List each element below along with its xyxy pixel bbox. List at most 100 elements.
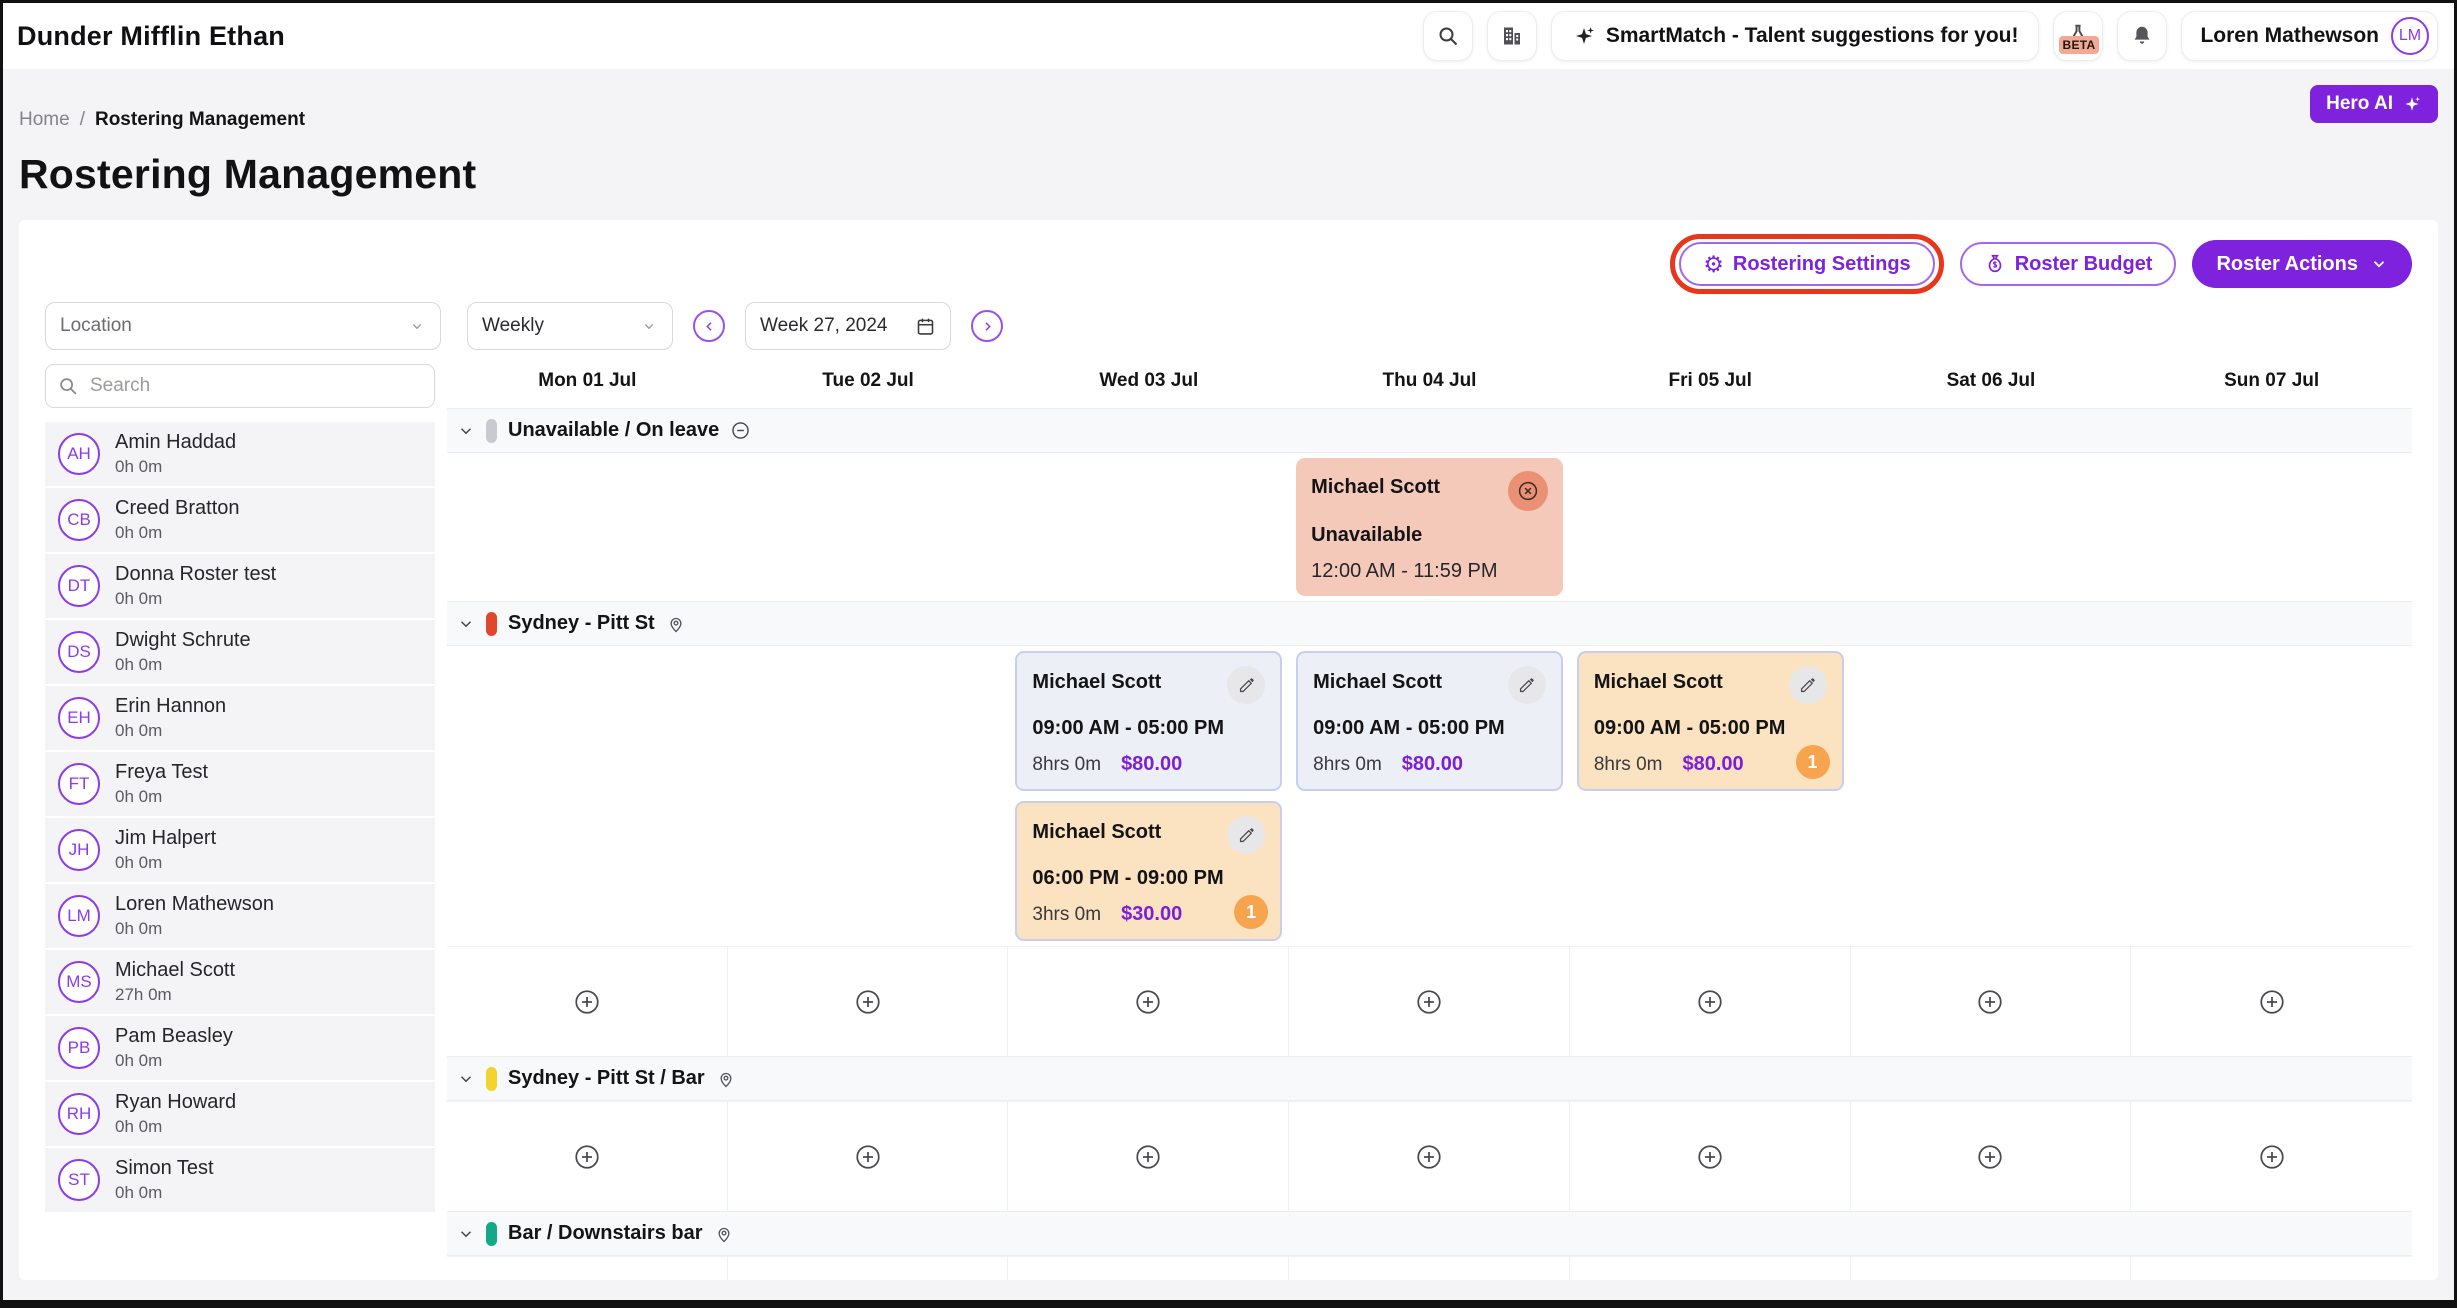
section-header-downstairs-bar[interactable]: Bar / Downstairs bar — [447, 1211, 2412, 1256]
add-shift-cell[interactable] — [728, 1102, 1009, 1211]
sparkle-icon — [2405, 96, 2421, 111]
add-shift-cell[interactable] — [1570, 1257, 1851, 1280]
chevron-down-icon — [644, 324, 654, 330]
add-shift-cell[interactable] — [1851, 947, 2132, 1056]
employee-hours: 0h 0m — [115, 589, 163, 608]
edit-shift-button[interactable] — [1788, 666, 1827, 704]
remove-leave-button[interactable] — [1507, 471, 1548, 511]
employee-row[interactable]: ST Simon Test 0h 0m — [45, 1148, 435, 1212]
previous-week-button[interactable] — [693, 310, 725, 342]
shift-cost: $30.00 — [1121, 903, 1183, 925]
hero-ai-button[interactable]: Hero AI — [2310, 85, 2438, 123]
view-mode-value: Weekly — [482, 315, 544, 336]
roster-budget-button[interactable]: Roster Budget — [1959, 242, 2177, 286]
plus-circle-icon — [1978, 1144, 2003, 1169]
labs-button[interactable]: BETA — [2053, 11, 2104, 61]
add-shift-cell[interactable] — [2131, 947, 2412, 1056]
roster-actions-button[interactable]: Roster Actions — [2192, 240, 2412, 288]
add-shift-cell[interactable] — [447, 1102, 728, 1211]
notifications-button[interactable] — [2117, 11, 2168, 61]
employee-row[interactable]: MS Michael Scott 27h 0m — [45, 950, 435, 1014]
search-input[interactable] — [45, 364, 435, 408]
employee-row[interactable]: DS Dwight Schrute 0h 0m — [45, 620, 435, 684]
chevron-down-icon — [460, 1075, 472, 1082]
add-shift-cell[interactable] — [1570, 947, 1851, 1056]
add-shift-cell[interactable] — [447, 1257, 728, 1280]
plus-circle-icon — [1698, 989, 1722, 1014]
section-header-unavailable[interactable]: Unavailable / On leave — [447, 408, 2412, 453]
employee-row[interactable]: EH Erin Hannon 0h 0m — [45, 686, 435, 750]
add-shift-cell[interactable] — [2131, 1102, 2412, 1211]
smartmatch-button[interactable]: SmartMatch - Talent suggestions for you! — [1550, 11, 2040, 61]
breadcrumb-home-link[interactable]: Home — [19, 109, 70, 130]
edit-shift-button[interactable] — [1227, 666, 1266, 704]
week-picker[interactable]: Week 27, 2024 — [745, 302, 951, 350]
shift-card[interactable]: Michael Scott 09:00 AM - 05:00 PM 8hrs 0… — [1576, 651, 1844, 791]
employee-row[interactable]: LM Loren Mathewson 0h 0m — [45, 884, 435, 948]
edit-shift-button[interactable] — [1507, 666, 1546, 704]
shift-name: Michael Scott — [1593, 671, 1723, 693]
calendar-icon — [917, 318, 934, 335]
plus-circle-icon — [2260, 1144, 2284, 1169]
user-name: Loren Mathewson — [2200, 24, 2379, 47]
leave-card[interactable]: Michael Scott Unavailable 12:00 AM - 11:… — [1296, 458, 1563, 596]
add-shift-cell[interactable] — [1570, 1102, 1851, 1211]
day-header: Fri 05 Jul — [1668, 370, 1752, 391]
location-select[interactable]: Location — [45, 302, 441, 350]
employee-row[interactable]: JH Jim Halpert 0h 0m — [45, 818, 435, 882]
shift-time: 06:00 PM - 09:00 PM — [1032, 867, 1224, 889]
employee-row[interactable]: AH Amin Haddad 0h 0m — [45, 422, 435, 486]
roster-main: AH Amin Haddad 0h 0m CB Creed Bratton 0h 0… — [45, 364, 2412, 1280]
plus-circle-icon — [575, 989, 599, 1014]
section-color-pill — [486, 1221, 497, 1246]
next-week-button[interactable] — [971, 310, 1003, 342]
employee-avatar: FT — [58, 763, 100, 805]
employee-row[interactable]: FT Freya Test 0h 0m — [45, 752, 435, 816]
section-header-pitt-st[interactable]: Sydney - Pitt St — [447, 601, 2412, 646]
add-shift-cell[interactable] — [1008, 1257, 1290, 1280]
employee-name: Loren Mathewson — [115, 893, 274, 915]
add-shift-cell[interactable] — [728, 1257, 1009, 1280]
edit-shift-button[interactable] — [1227, 816, 1266, 854]
add-shift-cell[interactable] — [1289, 947, 1570, 1056]
employee-avatar: LM — [58, 895, 100, 937]
add-shift-cell[interactable] — [728, 947, 1009, 1056]
shift-duration: 8hrs 0m — [1593, 753, 1663, 775]
rostering-settings-button[interactable]: ⚙ Rostering Settings — [1679, 242, 1935, 286]
user-menu[interactable]: Loren Mathewson LM — [2181, 11, 2438, 61]
employee-name: Creed Bratton — [115, 497, 240, 519]
add-shift-cell[interactable] — [1008, 1102, 1290, 1211]
shift-card[interactable]: Michael Scott 06:00 PM - 09:00 PM 3hrs 0… — [1015, 801, 1283, 941]
employee-row[interactable]: PB Pam Beasley 0h 0m — [45, 1016, 435, 1080]
plus-circle-icon — [1978, 989, 2003, 1014]
add-shift-row — [447, 946, 2412, 1056]
shift-card[interactable]: Michael Scott 09:00 AM - 05:00 PM 8hrs 0… — [1296, 651, 1563, 791]
plus-circle-icon — [855, 989, 880, 1014]
employee-name: Ryan Howard — [115, 1091, 237, 1113]
day-header: Thu 04 Jul — [1382, 370, 1477, 391]
add-shift-cell[interactable] — [1289, 1102, 1570, 1211]
add-shift-cell[interactable] — [1851, 1102, 2132, 1211]
employee-hours: 0h 0m — [115, 853, 163, 872]
employee-row[interactable]: RH Ryan Howard 0h 0m — [45, 1082, 435, 1146]
day-header: Sun 07 Jul — [2224, 370, 2320, 391]
beta-badge: BETA — [2058, 36, 2100, 54]
view-mode-select[interactable]: Weekly — [467, 302, 673, 350]
add-shift-cell[interactable] — [1851, 1257, 2132, 1280]
organization-button[interactable] — [1486, 11, 1537, 61]
employee-row[interactable]: CB Creed Bratton 0h 0m — [45, 488, 435, 552]
shift-card[interactable]: Michael Scott 09:00 AM - 05:00 PM 8hrs 0… — [1015, 651, 1283, 791]
employee-avatar: DT — [58, 565, 100, 607]
add-shift-cell[interactable] — [447, 947, 728, 1056]
add-shift-cell[interactable] — [1008, 947, 1290, 1056]
employee-hours: 0h 0m — [115, 655, 163, 674]
employee-row[interactable]: DT Donna Roster test 0h 0m — [45, 554, 435, 618]
add-shift-cell[interactable] — [1289, 1257, 1570, 1280]
section-header-pitt-st-bar[interactable]: Sydney - Pitt St / Bar — [447, 1056, 2412, 1101]
section-color-pill — [486, 611, 497, 636]
location-select-value: Location — [60, 315, 132, 336]
employee-name: Erin Hannon — [115, 695, 227, 717]
add-shift-cell[interactable] — [2131, 1257, 2412, 1280]
search-button[interactable] — [1422, 11, 1473, 61]
